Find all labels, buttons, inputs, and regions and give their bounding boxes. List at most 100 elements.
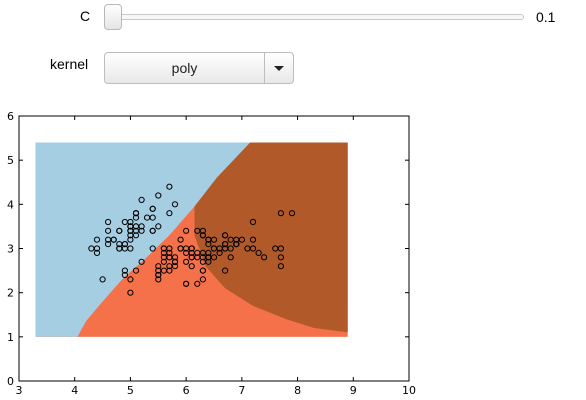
data-point bbox=[116, 227, 123, 234]
data-point bbox=[194, 280, 201, 287]
data-point bbox=[277, 263, 284, 270]
x-tick-label: 7 bbox=[238, 384, 245, 397]
region-class-2 bbox=[194, 142, 348, 333]
data-point bbox=[160, 258, 167, 265]
x-tick-label: 10 bbox=[402, 384, 416, 397]
kernel-label: kernel bbox=[50, 56, 89, 72]
data-point bbox=[199, 267, 206, 274]
data-point bbox=[105, 227, 112, 234]
kernel-selected-value[interactable]: poly bbox=[171, 60, 198, 76]
x-tick-label: 5 bbox=[127, 384, 134, 397]
data-point bbox=[171, 201, 179, 208]
data-point bbox=[138, 258, 145, 265]
data-point bbox=[132, 267, 140, 274]
data-point bbox=[93, 236, 101, 243]
data-point bbox=[138, 196, 145, 204]
x-tick-label: 6 bbox=[183, 384, 190, 397]
data-point bbox=[105, 218, 112, 226]
y-tick-label: 4 bbox=[7, 198, 14, 211]
data-point bbox=[166, 267, 173, 274]
data-point bbox=[93, 245, 101, 252]
data-point bbox=[121, 218, 129, 226]
data-point bbox=[261, 254, 268, 261]
data-point bbox=[183, 227, 190, 234]
data-point bbox=[93, 249, 101, 256]
data-point bbox=[222, 241, 229, 248]
data-point bbox=[233, 241, 240, 248]
data-point bbox=[249, 245, 257, 252]
caret-down-icon bbox=[274, 66, 284, 71]
decision-boundary-plot: 3 4 5 6 7 8 9 10 0 1 2 3 4 5 6 bbox=[7, 110, 416, 397]
y-tick-label: 5 bbox=[7, 154, 14, 167]
data-point bbox=[105, 241, 112, 248]
data-point bbox=[166, 210, 173, 217]
data-point bbox=[188, 263, 195, 270]
data-point bbox=[222, 232, 229, 239]
kernel-dropdown[interactable]: poly bbox=[104, 52, 294, 84]
c-slider-track[interactable] bbox=[106, 14, 524, 20]
region-class-0 bbox=[35, 142, 251, 337]
y-tick-label: 2 bbox=[7, 287, 14, 300]
data-point bbox=[121, 271, 129, 279]
data-point bbox=[227, 236, 234, 243]
data-point bbox=[155, 267, 162, 274]
data-point bbox=[288, 210, 296, 217]
data-point bbox=[171, 263, 179, 270]
y-tick-label: 3 bbox=[7, 243, 14, 256]
c-slider-value: 0.1 bbox=[536, 9, 556, 25]
data-point bbox=[121, 241, 129, 248]
x-tick-label: 8 bbox=[294, 384, 301, 397]
data-point bbox=[132, 214, 140, 221]
data-point bbox=[99, 276, 106, 283]
data-point bbox=[144, 214, 151, 221]
data-point bbox=[255, 249, 262, 256]
data-point bbox=[155, 192, 162, 199]
data-point bbox=[249, 218, 257, 226]
kernel-dropdown-toggle[interactable] bbox=[264, 53, 293, 83]
data-point bbox=[149, 205, 156, 212]
data-point bbox=[177, 245, 184, 252]
x-tick-label: 9 bbox=[350, 384, 357, 397]
data-point bbox=[183, 249, 190, 256]
data-point bbox=[222, 267, 229, 274]
data-point bbox=[177, 236, 184, 243]
x-tick-label: 4 bbox=[71, 384, 78, 397]
data-point bbox=[210, 245, 218, 252]
decision-regions bbox=[35, 142, 348, 337]
data-point bbox=[149, 245, 156, 252]
data-point bbox=[166, 245, 173, 252]
data-point bbox=[155, 276, 162, 283]
data-point bbox=[216, 249, 223, 256]
x-tick-label: 3 bbox=[16, 384, 23, 397]
data-point bbox=[155, 263, 162, 270]
y-tick-label: 6 bbox=[7, 110, 14, 123]
y-tick-label: 0 bbox=[7, 375, 14, 388]
data-point bbox=[199, 232, 206, 239]
data-point bbox=[227, 254, 234, 261]
data-point bbox=[171, 258, 179, 265]
data-point bbox=[105, 236, 112, 243]
data-point bbox=[127, 232, 134, 239]
data-point bbox=[183, 280, 190, 287]
data-point bbox=[166, 183, 173, 190]
data-point bbox=[132, 210, 140, 217]
data-point bbox=[166, 249, 173, 256]
data-point bbox=[132, 227, 140, 234]
y-tick-label: 1 bbox=[7, 331, 14, 344]
data-point bbox=[171, 254, 179, 261]
y-axis-ticks: 0 1 2 3 4 5 6 bbox=[7, 110, 409, 388]
data-point bbox=[205, 241, 212, 248]
data-point bbox=[155, 223, 162, 230]
data-point bbox=[277, 210, 284, 217]
data-point bbox=[222, 245, 229, 252]
c-slider-label: C bbox=[80, 8, 91, 24]
data-point bbox=[277, 245, 284, 252]
data-point bbox=[149, 227, 156, 234]
c-slider-handle[interactable] bbox=[104, 4, 122, 30]
data-point bbox=[183, 258, 190, 265]
data-point bbox=[199, 254, 206, 261]
data-point bbox=[160, 254, 167, 261]
data-point bbox=[199, 258, 206, 265]
data-point bbox=[138, 223, 145, 230]
data-point bbox=[199, 249, 206, 256]
